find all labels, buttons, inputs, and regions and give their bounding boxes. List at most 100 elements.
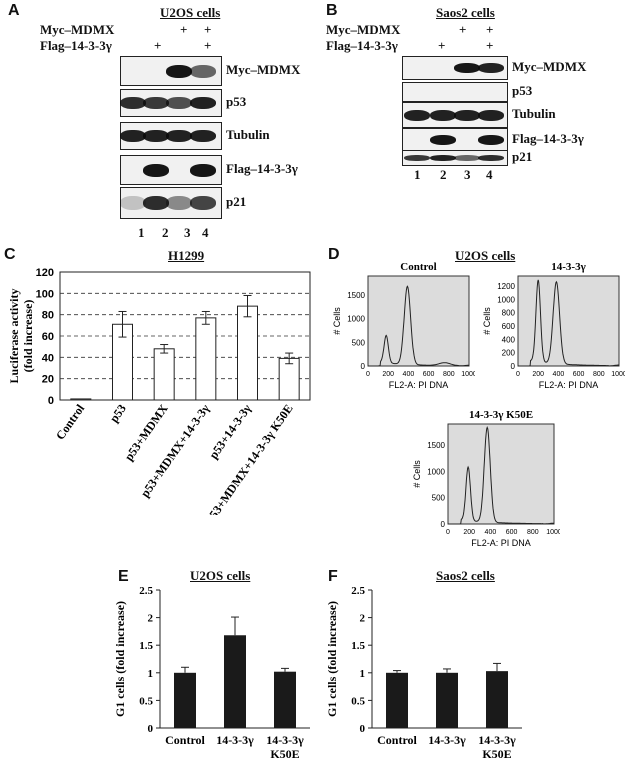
blot-row-label: Myc–MDMX [512, 59, 587, 74]
blot-band [190, 64, 216, 78]
blot-band [143, 163, 169, 177]
facs-k50e-plot: 14-3-3γ K50E 0 500 1000 1500 0 200 400 600 800 100… [412, 409, 560, 548]
y-tick-label: 1500 [347, 291, 365, 300]
blot-row-label: p21 [226, 194, 247, 209]
x-tick-label: 400 [403, 371, 415, 378]
x-axis-label: FL2-A: PI DNA [471, 538, 531, 548]
bar [436, 672, 458, 728]
y-tick-label: 0 [361, 362, 366, 371]
facs-title: 14-3-3γ [551, 261, 585, 273]
y-tick-label: 1000 [497, 295, 515, 304]
histogram-curve [448, 425, 554, 525]
bar [274, 671, 296, 728]
blot-band [404, 155, 430, 161]
blot-band [430, 135, 456, 145]
blot-band [143, 97, 169, 109]
panel-a-plus: + [180, 22, 188, 37]
panel-a-plus: + [154, 38, 162, 53]
blot-band [190, 196, 216, 210]
facs-frame [447, 423, 555, 525]
y-axis-label: Luciferase activity(fold increase) [7, 289, 35, 384]
x-tick-label: 0 [516, 371, 520, 378]
panel-e-letter: E [118, 568, 129, 585]
panel-b-treat2-label: Flag–14-3-3γ [326, 38, 398, 53]
lane-number: 4 [202, 225, 209, 240]
histogram-curve [518, 279, 619, 367]
blot-row-label: Flag–14-3-3γ [512, 131, 584, 146]
y-tick-label: 1000 [347, 315, 365, 324]
x-tick-label: 600 [423, 371, 435, 378]
y-tick-label: 2.5 [351, 585, 365, 597]
panel-b-title: Saos2 cells [436, 5, 495, 20]
panel-b-treat1-label: Myc–MDMX [326, 22, 401, 37]
blot-band [190, 97, 216, 109]
bar [386, 672, 408, 728]
blot-band [454, 155, 480, 161]
blot-strip [402, 56, 508, 80]
x-tick-label: 200 [463, 529, 475, 536]
bar [224, 635, 246, 728]
panel-a-letter: A [8, 2, 20, 19]
blot-band [190, 130, 216, 142]
facs-title: Control [400, 261, 436, 273]
panel-d-letter: D [328, 246, 340, 263]
blot-strip [402, 128, 508, 152]
panel-a-treat2-label: Flag–14-3-3γ [40, 38, 112, 53]
panel-b-plus: + [486, 22, 494, 37]
blot-band [166, 64, 192, 78]
x-tick-label: Control [165, 733, 205, 747]
blot-band [454, 63, 480, 73]
y-tick-label: 1.5 [351, 640, 365, 652]
blot-band [143, 196, 169, 210]
x-tick-label: 800 [527, 529, 539, 536]
blot-band [454, 109, 480, 121]
blot-strip [120, 89, 222, 117]
x-tick-label: 800 [443, 371, 455, 378]
lane-number: 3 [464, 167, 471, 182]
y-tick-label: 0 [441, 520, 446, 529]
bar [195, 317, 217, 401]
y-tick-label: 1 [148, 668, 154, 680]
x-tick-label: 0 [446, 529, 450, 536]
y-tick-label: 40 [42, 352, 54, 364]
y-tick-label: 2 [148, 613, 154, 625]
blot-band [143, 130, 169, 142]
blot-row-label: Flag–14-3-3γ [226, 161, 298, 176]
y-axis-label: # Cells [412, 460, 422, 488]
blot-strip [120, 155, 222, 185]
x-tick-label: 1000 [461, 371, 475, 378]
blot-band [166, 97, 192, 109]
y-tick-label: 1200 [497, 282, 515, 291]
x-tick-label: 600 [506, 529, 518, 536]
y-tick-label: 1500 [427, 441, 445, 450]
y-tick-label: 500 [432, 494, 446, 503]
x-tick-label: p53 [107, 402, 129, 425]
y-tick-label: 800 [502, 309, 516, 318]
blot-strip [402, 82, 508, 102]
bar [153, 348, 175, 401]
blot-band [120, 97, 146, 109]
bar [486, 671, 508, 728]
panel-c-letter: C [4, 246, 16, 263]
panel-b-plus: + [486, 38, 494, 53]
blot-row-label: Tubulin [226, 127, 270, 142]
x-tick-label: 1000 [611, 371, 625, 378]
x-axis-label: FL2-A: PI DNA [389, 380, 449, 390]
y-tick-label: 200 [502, 349, 516, 358]
blot-band [190, 163, 216, 177]
panel-b-plus: + [459, 22, 467, 37]
blot-band [120, 196, 146, 210]
x-axis-label: FL2-A: PI DNA [539, 380, 599, 390]
x-tick-label: 200 [382, 371, 394, 378]
lane-number: 1 [414, 167, 421, 182]
blot-band [478, 109, 504, 121]
x-tick-label: Control [377, 733, 417, 747]
bar [237, 305, 258, 401]
blot-strip [402, 150, 508, 166]
panel-f-title: Saos2 cells [436, 568, 495, 583]
panel-a-plus: + [204, 38, 212, 53]
x-tick-label: 14-3-3γ [428, 733, 466, 747]
y-axis-label: G1 cells (fold increase) [113, 601, 127, 717]
facs-frame [367, 275, 470, 367]
